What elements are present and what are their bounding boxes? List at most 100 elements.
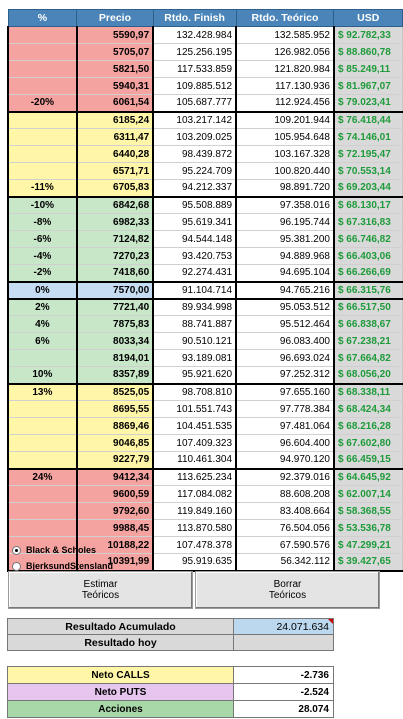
- finish-cell[interactable]: 132.428.984: [153, 26, 238, 44]
- neto-puts-value[interactable]: -2.524: [233, 683, 334, 701]
- finish-cell[interactable]: 104.451.535: [153, 417, 238, 435]
- pct-cell[interactable]: [7, 451, 78, 470]
- finish-cell[interactable]: 113.870.580: [153, 519, 238, 537]
- teorico-cell[interactable]: 95.381.200: [236, 230, 335, 248]
- finish-cell[interactable]: 95.919.635: [153, 553, 238, 572]
- finish-cell[interactable]: 95.921.620: [153, 366, 238, 385]
- pct-cell[interactable]: [7, 485, 78, 503]
- precio-cell[interactable]: 5821,50: [76, 60, 155, 78]
- teorico-cell[interactable]: 76.504.056: [236, 519, 335, 537]
- pct-cell[interactable]: [7, 536, 78, 554]
- usd-cell[interactable]: $ 70.553,14: [333, 162, 403, 180]
- model-option-bjerksund[interactable]: BjerksundStensland: [12, 561, 113, 571]
- finish-cell[interactable]: 88.741.887: [153, 315, 238, 333]
- usd-cell[interactable]: $ 67.316,83: [333, 213, 403, 231]
- usd-cell[interactable]: $ 64.645,92: [333, 468, 403, 486]
- finish-cell[interactable]: 90.510.121: [153, 332, 238, 350]
- usd-cell[interactable]: $ 53.536,78: [333, 519, 403, 537]
- precio-cell[interactable]: 6705,83: [76, 179, 155, 198]
- precio-cell[interactable]: 8869,46: [76, 417, 155, 435]
- pct-cell[interactable]: [7, 145, 78, 163]
- usd-cell[interactable]: $ 66.459,15: [333, 451, 403, 470]
- pct-cell[interactable]: 2%: [7, 298, 78, 316]
- usd-cell[interactable]: $ 66.838,67: [333, 315, 403, 333]
- precio-cell[interactable]: 9988,45: [76, 519, 155, 537]
- precio-cell[interactable]: 7875,83: [76, 315, 155, 333]
- pct-cell[interactable]: [7, 434, 78, 452]
- finish-cell[interactable]: 95.508.889: [153, 196, 238, 214]
- pct-cell[interactable]: 0%: [7, 281, 78, 300]
- usd-cell[interactable]: $ 47.299,21: [333, 536, 403, 554]
- teorico-cell[interactable]: 97.778.384: [236, 400, 335, 418]
- teorico-cell[interactable]: 121.820.984: [236, 60, 335, 78]
- precio-cell[interactable]: 8695,55: [76, 400, 155, 418]
- teorico-cell[interactable]: 94.695.104: [236, 264, 335, 283]
- usd-cell[interactable]: $ 68.056,20: [333, 366, 403, 385]
- usd-cell[interactable]: $ 68.216,28: [333, 417, 403, 435]
- finish-cell[interactable]: 117.533.859: [153, 60, 238, 78]
- resultado-acumulado-value[interactable]: 24.071.634: [233, 618, 334, 635]
- teorico-cell[interactable]: 97.252.312: [236, 366, 335, 385]
- pct-cell[interactable]: 10%: [7, 366, 78, 385]
- teorico-cell[interactable]: 83.408.664: [236, 502, 335, 520]
- precio-cell[interactable]: 9046,85: [76, 434, 155, 452]
- radio-unselected-icon[interactable]: [12, 561, 21, 571]
- borrar-teoricos-button[interactable]: Borrar Teóricos: [195, 571, 380, 609]
- pct-cell[interactable]: [7, 502, 78, 520]
- usd-cell[interactable]: $ 76.418,44: [333, 111, 403, 129]
- pct-cell[interactable]: [7, 162, 78, 180]
- neto-calls-value[interactable]: -2.736: [233, 666, 334, 684]
- radio-selected-icon[interactable]: [12, 545, 21, 555]
- precio-cell[interactable]: 10188,22: [76, 536, 155, 554]
- finish-cell[interactable]: 125.256.195: [153, 43, 238, 61]
- pct-cell[interactable]: [7, 128, 78, 146]
- usd-cell[interactable]: $ 88.860,78: [333, 43, 403, 61]
- usd-cell[interactable]: $ 62.007,14: [333, 485, 403, 503]
- teorico-cell[interactable]: 98.891.720: [236, 179, 335, 198]
- pct-cell[interactable]: 24%: [7, 468, 78, 486]
- finish-cell[interactable]: 117.084.082: [153, 485, 238, 503]
- usd-cell[interactable]: $ 69.203,44: [333, 179, 403, 198]
- precio-cell[interactable]: 6185,24: [76, 111, 155, 129]
- teorico-cell[interactable]: 97.358.016: [236, 196, 335, 214]
- pct-cell[interactable]: [7, 43, 78, 61]
- pct-cell[interactable]: 13%: [7, 383, 78, 401]
- teorico-cell[interactable]: 112.924.456: [236, 94, 335, 113]
- precio-cell[interactable]: 7418,60: [76, 264, 155, 283]
- finish-cell[interactable]: 113.625.234: [153, 468, 238, 486]
- teorico-cell[interactable]: 96.083.400: [236, 332, 335, 350]
- pct-cell[interactable]: -4%: [7, 247, 78, 265]
- usd-cell[interactable]: $ 66.266,69: [333, 264, 403, 283]
- precio-cell[interactable]: 7570,00: [76, 280, 155, 300]
- usd-cell[interactable]: $ 66.746,82: [333, 230, 403, 248]
- usd-cell[interactable]: $ 66.517,50: [333, 298, 403, 316]
- pct-cell[interactable]: -10%: [7, 196, 78, 214]
- usd-cell[interactable]: $ 79.023,41: [333, 94, 403, 113]
- teorico-cell[interactable]: 103.167.328: [236, 145, 335, 163]
- acciones-value[interactable]: 28.074: [233, 700, 334, 718]
- usd-cell[interactable]: $ 92.782,33: [333, 26, 403, 44]
- teorico-cell[interactable]: 67.590.576: [236, 536, 335, 554]
- precio-cell[interactable]: 5590,97: [76, 26, 155, 44]
- teorico-cell[interactable]: 94.889.968: [236, 247, 335, 265]
- finish-cell[interactable]: 95.224.709: [153, 162, 238, 180]
- pct-cell[interactable]: -11%: [7, 179, 78, 198]
- usd-cell[interactable]: $ 74.146,01: [333, 128, 403, 146]
- teorico-cell[interactable]: 56.342.112: [236, 553, 335, 572]
- estimar-teoricos-button[interactable]: Estimar Teóricos: [8, 571, 193, 609]
- usd-cell[interactable]: $ 72.195,47: [333, 145, 403, 163]
- usd-cell[interactable]: $ 81.967,07: [333, 77, 403, 95]
- precio-cell[interactable]: 5705,07: [76, 43, 155, 61]
- precio-cell[interactable]: 9792,60: [76, 502, 155, 520]
- pct-cell[interactable]: [7, 417, 78, 435]
- finish-cell[interactable]: 94.544.148: [153, 230, 238, 248]
- finish-cell[interactable]: 93.189.081: [153, 349, 238, 367]
- finish-cell[interactable]: 107.478.378: [153, 536, 238, 554]
- teorico-cell[interactable]: 96.195.744: [236, 213, 335, 231]
- finish-cell[interactable]: 109.885.512: [153, 77, 238, 95]
- precio-cell[interactable]: 8033,34: [76, 332, 155, 350]
- pct-cell[interactable]: [7, 26, 78, 44]
- pct-cell[interactable]: 4%: [7, 315, 78, 333]
- precio-cell[interactable]: 5940,31: [76, 77, 155, 95]
- precio-cell[interactable]: 7124,82: [76, 230, 155, 248]
